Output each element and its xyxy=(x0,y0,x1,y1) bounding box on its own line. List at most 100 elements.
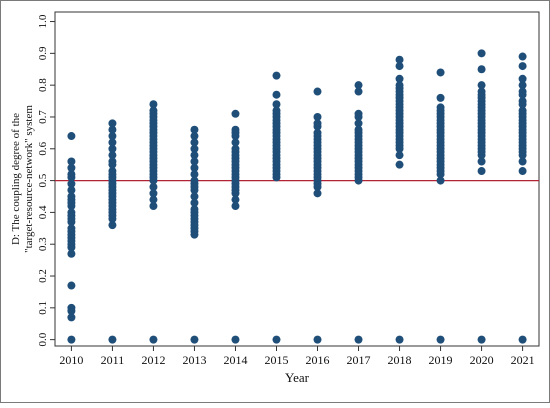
x-tick-label: 2021 xyxy=(511,353,535,367)
data-point xyxy=(149,189,158,198)
y-tick-label: 0.4 xyxy=(37,205,49,219)
data-point xyxy=(272,335,281,344)
y-tick-label: 0.7 xyxy=(37,110,49,124)
data-point xyxy=(67,208,76,217)
data-point xyxy=(477,335,486,344)
x-tick-label: 2012 xyxy=(141,353,165,367)
y-tick-label: 0.8 xyxy=(37,78,49,92)
data-point xyxy=(518,74,527,83)
data-point xyxy=(395,55,404,64)
y-tick-label: 0.5 xyxy=(37,173,49,187)
data-point xyxy=(477,81,486,90)
data-point xyxy=(149,202,158,211)
data-point xyxy=(231,202,240,211)
data-point xyxy=(518,62,527,71)
data-point xyxy=(67,335,76,344)
y-tick-label: 0.0 xyxy=(37,332,49,346)
data-point xyxy=(190,163,199,172)
data-point xyxy=(272,100,281,109)
y-axis-label-line-2: "target-resource-network" system xyxy=(23,105,35,253)
data-point xyxy=(190,335,199,344)
data-point xyxy=(149,195,158,204)
data-point xyxy=(67,163,76,172)
y-tick-label: 0.2 xyxy=(37,269,49,283)
data-point xyxy=(190,132,199,141)
data-point xyxy=(354,125,363,134)
x-tick-label: 2015 xyxy=(264,353,288,367)
data-point xyxy=(395,74,404,83)
data-point xyxy=(436,335,445,344)
data-point xyxy=(67,157,76,166)
x-axis: 2010 2011 2012 2013 2014 2015 2016 2017 2018 2019… xyxy=(59,346,535,367)
data-point xyxy=(354,335,363,344)
data-point xyxy=(190,157,199,166)
data-point xyxy=(67,132,76,141)
data-point xyxy=(108,157,117,166)
data-point xyxy=(518,81,527,90)
data-point xyxy=(67,224,76,233)
data-point xyxy=(477,157,486,166)
data-point xyxy=(436,93,445,102)
data-point xyxy=(108,138,117,147)
data-point xyxy=(190,176,199,185)
data-point xyxy=(436,176,445,185)
data-point xyxy=(108,144,117,153)
data-point xyxy=(149,182,158,191)
data-point xyxy=(231,125,240,134)
data-point xyxy=(395,151,404,160)
x-axis-label: Year xyxy=(285,370,310,385)
data-point xyxy=(67,281,76,290)
data-point xyxy=(190,138,199,147)
data-point xyxy=(395,160,404,169)
y-tick-label: 0.3 xyxy=(37,237,49,251)
data-point xyxy=(190,151,199,160)
data-point xyxy=(67,179,76,188)
data-point xyxy=(272,90,281,99)
data-point xyxy=(149,100,158,109)
data-point xyxy=(395,335,404,344)
y-tick-label: 0.9 xyxy=(37,46,49,60)
x-tick-label: 2014 xyxy=(223,353,247,367)
data-point xyxy=(67,170,76,179)
data-point xyxy=(395,81,404,90)
data-point xyxy=(518,106,527,115)
data-point xyxy=(231,195,240,204)
x-tick-label: 2017 xyxy=(347,353,371,367)
data-point xyxy=(518,335,527,344)
data-point xyxy=(190,125,199,134)
x-tick-label: 2011 xyxy=(101,353,125,367)
x-tick-label: 2018 xyxy=(388,353,412,367)
data-point xyxy=(354,81,363,90)
data-point xyxy=(518,157,527,166)
data-point xyxy=(354,109,363,118)
y-axis-label-line-1: D: The coupling degree of the xyxy=(10,113,22,245)
x-tick-label: 2016 xyxy=(306,353,330,367)
data-point xyxy=(313,335,322,344)
data-point xyxy=(518,167,527,176)
data-point xyxy=(354,87,363,96)
x-tick-label: 2019 xyxy=(429,353,453,367)
data-point xyxy=(518,97,527,106)
data-point xyxy=(313,128,322,137)
data-point xyxy=(518,52,527,61)
y-axis: 0.0 0.1 0.2 0.3 0.4 0.5 0.6 0.7 0.8 0.9 1.0 xyxy=(37,14,55,347)
y-tick-label: 0.6 xyxy=(37,141,49,155)
data-point xyxy=(477,49,486,58)
y-tick-label: 0.1 xyxy=(37,301,49,315)
data-point xyxy=(477,167,486,176)
data-point xyxy=(436,103,445,112)
data-point xyxy=(67,313,76,322)
data-point xyxy=(149,106,158,115)
data-point xyxy=(477,87,486,96)
data-point xyxy=(190,198,199,207)
data-point xyxy=(190,144,199,153)
data-point xyxy=(231,144,240,153)
data-point xyxy=(231,109,240,118)
data-point xyxy=(190,205,199,214)
data-point xyxy=(190,192,199,201)
data-point xyxy=(272,71,281,80)
data-point xyxy=(313,189,322,198)
data-point xyxy=(313,119,322,128)
